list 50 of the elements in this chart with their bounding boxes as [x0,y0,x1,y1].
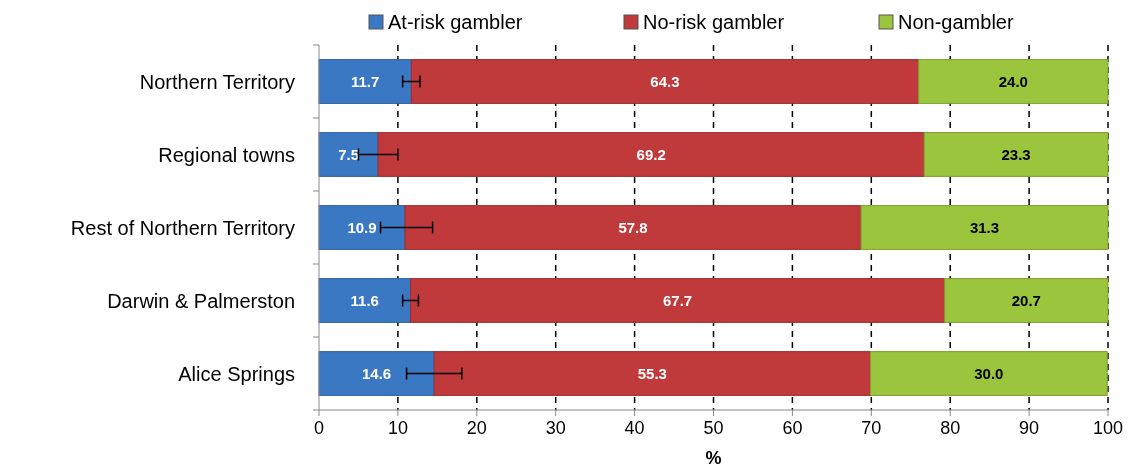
bar [318,278,412,323]
x-tick-label: 20 [466,418,487,438]
bar [860,205,1109,250]
bar [433,351,872,396]
bar [944,278,1109,323]
bar [410,59,920,104]
data-label: 11.7 [350,72,380,90]
data-label: 23.3 [1001,145,1031,163]
data-label: 55.3 [637,364,667,382]
data-label: 10.9 [347,218,377,236]
y-tick-label: Rest of Northern Territory [70,216,295,239]
x-tick-label: 0 [313,418,325,438]
bar [404,205,862,250]
legend-label: At-risk gambler [388,11,523,33]
data-label: 30.0 [974,364,1004,382]
data-label: 7.5 [338,145,360,163]
y-tick-label: Alice Springs [178,362,295,385]
x-axis-title: % [705,448,722,468]
bar [318,59,412,104]
bar [318,351,435,396]
data-label: 67.7 [663,291,693,309]
x-tick-label: 30 [545,418,566,438]
y-tick-label: Regional towns [158,143,295,166]
bar [410,278,946,323]
x-tick-label: 70 [861,418,882,438]
x-tick-label: 90 [1019,418,1040,438]
x-tick-label: 40 [624,418,645,438]
y-tick-label: Northern Territory [139,70,295,93]
data-label: 31.3 [969,218,1000,236]
x-tick-label: 80 [940,418,961,438]
bar [318,132,379,177]
data-label: 24.0 [998,72,1028,90]
x-tick-label: 100 [1092,418,1124,438]
x-tick-label: 60 [782,418,803,438]
data-label: 14.6 [362,364,392,382]
data-label: 20.7 [1011,291,1041,309]
data-label: 69.2 [636,145,666,163]
bar [870,351,1108,396]
bar [918,59,1109,104]
x-tick-label: 50 [703,418,724,438]
x-tick-label: 10 [387,418,408,438]
legend-label: Non-gambler [898,11,1014,33]
bar [377,132,925,177]
legend-label: No-risk gambler [643,11,785,33]
bar [923,132,1109,177]
data-label: 11.6 [350,291,379,309]
data-label: 57.8 [618,218,648,236]
bar [318,205,406,250]
y-tick-label: Darwin & Palmerston [107,289,295,312]
data-label: 64.3 [650,72,680,90]
